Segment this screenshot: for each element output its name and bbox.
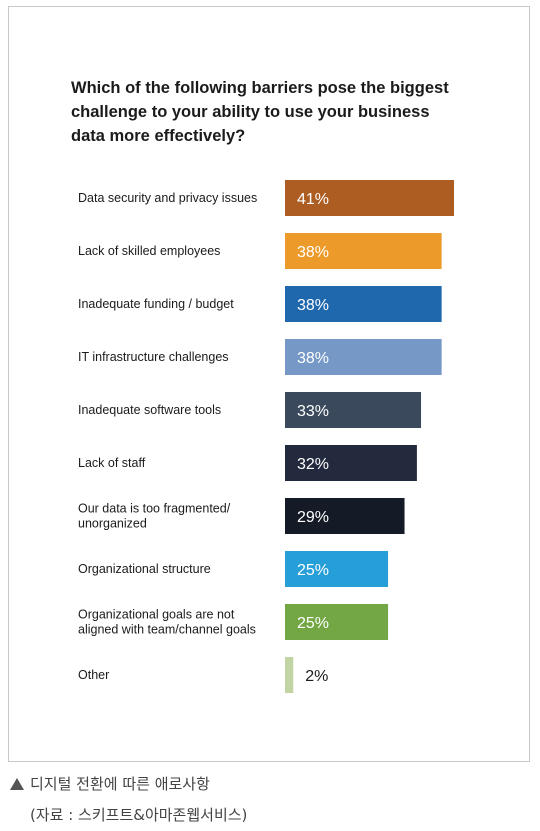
value-label: 38% [297, 297, 329, 314]
value-label: 33% [297, 403, 329, 420]
value-label: 2% [305, 668, 328, 685]
bar [285, 498, 405, 534]
bar [285, 604, 389, 640]
category-label: Organizational structure [78, 562, 211, 576]
category-label: Organizational goals are not aligned with… [78, 608, 256, 637]
category-label: Our data is too fragmented/unorganized [78, 502, 231, 531]
value-label: 41% [297, 191, 329, 208]
bar [285, 233, 442, 269]
caption: 디지털 전환에 따른 애로사항 [10, 773, 210, 794]
bar-chart: Data security and privacy issues 41% Lack … [78, 180, 454, 693]
value-label: 38% [297, 244, 329, 261]
value-label: 38% [297, 350, 329, 367]
category-label: Lack of staff [78, 456, 146, 470]
bar [285, 392, 422, 428]
category-label: Lack of skilled employees [78, 244, 220, 258]
bar [285, 551, 389, 587]
chart-title: Which of the following barriers pose the… [71, 79, 449, 145]
category-label: Inadequate funding / budget [78, 297, 234, 311]
value-label: 29% [297, 509, 329, 526]
bar [285, 339, 442, 375]
caption-text: 디지털 전환에 따른 애로사항 [30, 775, 210, 793]
category-label: Data security and privacy issues [78, 191, 257, 205]
caption-source: (자료 : 스키프트&아마존웹서비스) [30, 806, 248, 824]
category-label: Other [78, 668, 109, 682]
category-label: Inadequate software tools [78, 403, 221, 417]
category-label: IT infrastructure challenges [78, 350, 229, 364]
bar [285, 180, 454, 216]
triangle-up-icon [10, 778, 24, 790]
value-label: 25% [297, 615, 329, 632]
chart-card [8, 6, 530, 762]
bar [285, 445, 417, 481]
bar [285, 286, 442, 322]
bar [285, 657, 294, 693]
value-label: 32% [297, 456, 329, 473]
value-label: 25% [297, 562, 329, 579]
